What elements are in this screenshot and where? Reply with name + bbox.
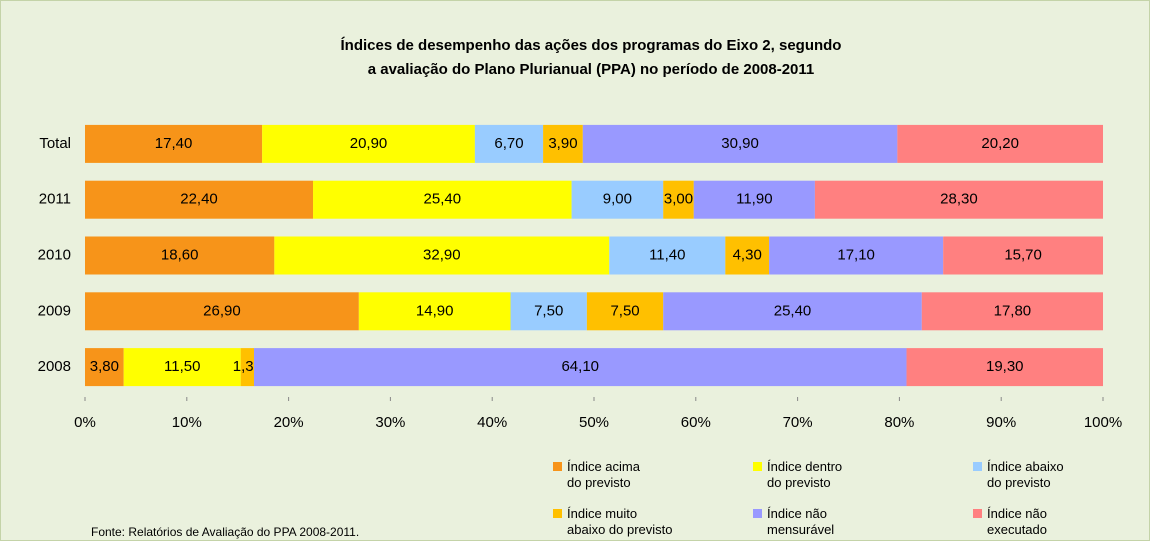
bar-segment — [663, 292, 922, 331]
bar-segment — [85, 124, 263, 163]
x-tick-label: 0% — [74, 414, 96, 431]
data-label: 28,30 — [940, 191, 978, 208]
bar-segment — [906, 348, 1103, 387]
bar-segment — [571, 180, 664, 219]
data-label: 3,00 — [664, 191, 693, 208]
legend-swatch — [973, 462, 982, 471]
data-label: 17,40 — [155, 135, 193, 152]
data-label: 9,00 — [603, 191, 632, 208]
data-label: 18,60 — [161, 246, 199, 263]
legend-item: Índice abaixo do previsto — [973, 459, 1064, 491]
data-label: 17,80 — [994, 302, 1032, 319]
data-label: 3,80 — [90, 358, 119, 375]
bar-segment — [769, 236, 944, 275]
y-tick-label: Total — [39, 135, 71, 152]
bar-segment — [693, 180, 815, 219]
bar-segment — [240, 348, 254, 387]
data-label: 25,40 — [424, 191, 462, 208]
x-tick-label: 10% — [172, 414, 202, 431]
data-label: 15,70 — [1004, 246, 1042, 263]
data-label: 3,90 — [548, 135, 577, 152]
bar-segment — [85, 292, 359, 331]
legend-item: Índice muito abaixo do previsto — [553, 506, 673, 538]
data-label: 11,40 — [649, 246, 685, 263]
legend-item: Índice dentro do previsto — [753, 459, 842, 491]
data-label: 11,50 — [164, 358, 200, 375]
y-tick-label: 2011 — [39, 191, 71, 208]
y-tick-label: 2009 — [38, 302, 71, 319]
x-tick-label: 90% — [986, 414, 1016, 431]
legend-label: Índice acima do previsto — [567, 459, 640, 490]
data-label: 25,40 — [774, 302, 812, 319]
x-tick-label: 40% — [477, 414, 507, 431]
bar-segment — [582, 124, 898, 163]
x-tick-label: 60% — [681, 414, 711, 431]
bar-segment — [85, 348, 124, 387]
legend-label: Índice não executado — [987, 506, 1047, 537]
data-label: 14,90 — [416, 302, 454, 319]
bar-segment — [510, 292, 587, 331]
x-tick-label: 100% — [1084, 414, 1122, 431]
legend-item: Índice não executado — [973, 506, 1047, 538]
bar-segment — [358, 292, 511, 331]
legend-swatch — [753, 462, 762, 471]
data-label: 6,70 — [494, 135, 523, 152]
bar-segment — [543, 124, 583, 163]
data-label: 19,30 — [986, 358, 1024, 375]
data-label: 22,40 — [180, 191, 218, 208]
bar-segment — [609, 236, 726, 275]
bar-segment — [921, 292, 1103, 331]
x-tick-label: 30% — [375, 414, 405, 431]
data-label: 11,90 — [736, 191, 772, 208]
bar-segment — [85, 236, 275, 275]
legend-swatch — [553, 509, 562, 518]
bar-segment — [274, 236, 610, 275]
legend-swatch — [973, 509, 982, 518]
legend-swatch — [553, 462, 562, 471]
bar-segment — [313, 180, 572, 219]
data-label: 64,10 — [561, 358, 599, 375]
legend-swatch — [753, 509, 762, 518]
data-label: 4,30 — [733, 246, 762, 263]
data-label: 32,90 — [423, 246, 461, 263]
bar-segment — [725, 236, 770, 275]
data-label: 20,90 — [350, 135, 388, 152]
x-tick-label: 20% — [274, 414, 304, 431]
bar-segment — [897, 124, 1103, 163]
bar-segment — [262, 124, 475, 163]
legend-label: Índice abaixo do previsto — [987, 459, 1064, 490]
legend-item: Índice não mensurável — [753, 506, 834, 538]
bar-segment — [663, 180, 694, 219]
y-tick-label: 2010 — [38, 246, 71, 263]
data-label: 20,20 — [981, 135, 1019, 152]
legend-label: Índice dentro do previsto — [767, 459, 843, 490]
legend-item: Índice acima do previsto — [553, 459, 640, 491]
y-tick-label: 2008 — [38, 358, 71, 375]
x-tick-label: 50% — [579, 414, 609, 431]
bar-segment — [943, 236, 1103, 275]
x-tick-label: 70% — [783, 414, 813, 431]
data-label: 7,50 — [610, 302, 639, 319]
bar-segment — [586, 292, 664, 331]
data-label: 17,10 — [837, 246, 875, 263]
legend-label: Índice muito abaixo do previsto — [567, 506, 673, 537]
bar-segment — [474, 124, 544, 163]
data-label: 30,90 — [721, 135, 759, 152]
source: Fonte: Relatórios de Avaliação do PPA 20… — [91, 525, 360, 539]
x-tick-label: 80% — [884, 414, 914, 431]
bar-segment — [85, 180, 314, 219]
bar-segment — [253, 348, 907, 387]
legend-label: Índice não mensurável — [767, 506, 835, 537]
chart-title: Índices de desempenho das ações dos prog… — [340, 37, 842, 78]
data-label: 26,90 — [203, 302, 241, 319]
bar-segment — [814, 180, 1103, 219]
data-label: 7,50 — [534, 302, 563, 319]
bar-segment — [123, 348, 241, 387]
